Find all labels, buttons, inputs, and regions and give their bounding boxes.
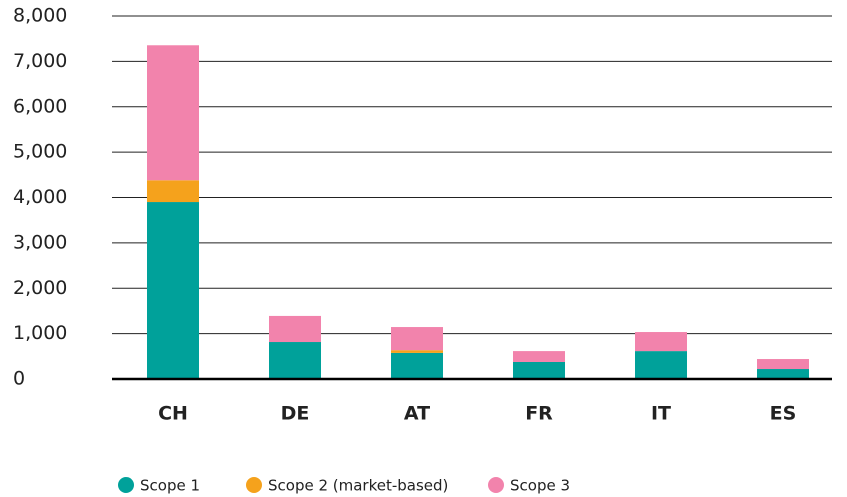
bar-segment [391,327,443,351]
legend-label: Scope 2 (market-based) [268,477,448,495]
bar-segment [757,359,809,370]
y-tick-label: 8,000 [13,5,67,27]
x-tick-label: AT [404,403,430,425]
bar-segment [513,351,565,362]
bar-segment [269,315,321,343]
legend-swatch [246,477,262,493]
legend-label: Scope 3 [510,477,570,495]
y-tick-label: 7,000 [13,50,67,72]
x-tick-label: DE [281,403,310,425]
y-tick-label: 5,000 [13,141,67,163]
bar-segment [635,332,687,352]
bar-segment [513,361,565,379]
bar-segment [391,352,443,379]
bar-segment [147,180,199,203]
legend-label: Scope 1 [140,477,200,495]
x-tick-label: CH [158,403,188,425]
legend-swatch [118,477,134,493]
x-tick-label: ES [770,403,797,425]
legend-swatch [488,477,504,493]
bar-segment [147,202,199,379]
x-tick-label: FR [525,403,553,425]
y-tick-label: 1,000 [13,322,67,344]
x-tick-label: IT [651,403,671,425]
y-tick-label: 4,000 [13,186,67,208]
y-tick-label: 3,000 [13,231,67,253]
y-tick-label: 2,000 [13,277,67,299]
bar-segment [757,369,809,379]
bar-segment [635,351,687,379]
y-tick-label: 6,000 [13,95,67,117]
y-tick-label: 0 [13,368,25,390]
bar-segment [391,350,443,353]
bar-segment [269,342,321,379]
bar-segment [147,45,199,181]
